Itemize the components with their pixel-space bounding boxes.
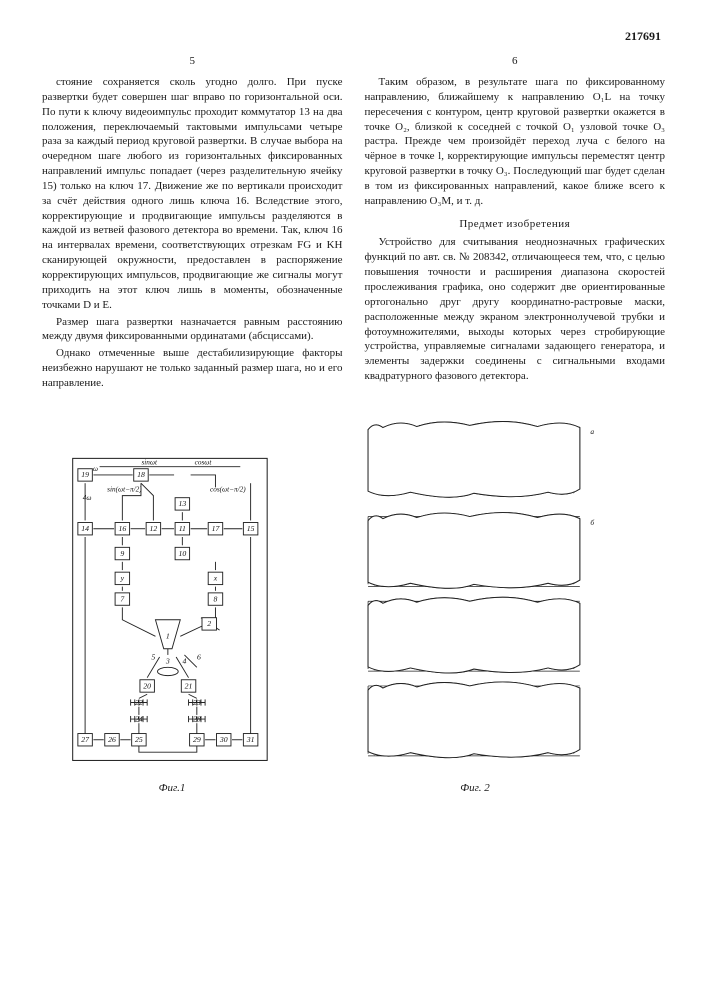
page: 217691 5 стояние сохраняется сколь угодн… — [0, 0, 707, 816]
svg-text:11: 11 — [179, 524, 186, 533]
svg-text:24: 24 — [135, 714, 143, 723]
patent-number: 217691 — [42, 28, 665, 44]
svg-text:30: 30 — [219, 735, 228, 744]
svg-text:12: 12 — [150, 524, 158, 533]
svg-text:10: 10 — [178, 549, 186, 558]
column-number-right: 6 — [365, 54, 666, 69]
svg-text:sinωt: sinωt — [141, 458, 158, 466]
svg-text:5: 5 — [151, 652, 155, 661]
svg-text:21: 21 — [185, 681, 193, 690]
text-columns: 5 стояние сохраняется сколь угодно долго… — [42, 54, 665, 393]
svg-text:4: 4 — [182, 656, 186, 665]
svg-text:9: 9 — [120, 549, 124, 558]
svg-text:20: 20 — [143, 681, 151, 690]
claim-heading: Предмет изобретения — [365, 217, 666, 232]
svg-text:16: 16 — [118, 524, 126, 533]
svg-text:ω: ω — [93, 465, 98, 473]
figure-1-caption: Фиг.1 — [42, 781, 302, 796]
svg-text:29: 29 — [193, 735, 201, 744]
svg-text:15: 15 — [247, 524, 255, 533]
svg-text:19: 19 — [81, 470, 89, 479]
svg-text:26: 26 — [108, 735, 116, 744]
svg-text:27: 27 — [81, 735, 90, 744]
svg-text:x: x — [213, 573, 218, 582]
svg-text:13: 13 — [178, 499, 186, 508]
svg-text:б: б — [590, 518, 594, 527]
para: Таким образом, в результате шага по фикс… — [365, 75, 666, 209]
para: стояние сохраняется сколь угодно долго. … — [42, 75, 343, 313]
para: Однако отмеченные выше дестабилизирующие… — [42, 346, 343, 391]
figure-2-svg: DHFGKEBACOаC₁O₁LбO₂O₃M — [320, 417, 630, 777]
svg-text:6: 6 — [197, 652, 201, 661]
figure-2-caption: Фиг. 2 — [320, 781, 630, 796]
column-right: 6 Таким образом, в результате шага по фи… — [365, 54, 666, 393]
figure-2: DHFGKEBACOаC₁O₁LбO₂O₃M Фиг. 2 — [320, 417, 630, 796]
svg-text:y: y — [120, 573, 125, 582]
claim-text: Устройство для считывания неоднозначных … — [365, 235, 666, 383]
svg-text:1: 1 — [166, 631, 170, 640]
para: Размер шага развертки назначается равным… — [42, 315, 343, 345]
svg-text:28: 28 — [193, 714, 201, 723]
figure-1: sinωtcosωtsin(ωt−π/2)cos(ωt−π/2)ω4ω12345… — [42, 417, 302, 796]
column-left: 5 стояние сохраняется сколь угодно долго… — [42, 54, 343, 393]
svg-text:sin(ωt−π/2): sin(ωt−π/2) — [107, 485, 142, 493]
svg-text:18: 18 — [137, 470, 145, 479]
svg-text:17: 17 — [212, 524, 221, 533]
svg-text:cosωt: cosωt — [195, 458, 213, 466]
figures-row: sinωtcosωtsin(ωt−π/2)cos(ωt−π/2)ω4ω12345… — [42, 417, 665, 796]
figure-1-svg: sinωtcosωtsin(ωt−π/2)cos(ωt−π/2)ω4ω12345… — [42, 417, 302, 777]
svg-text:2: 2 — [207, 619, 211, 628]
svg-text:3: 3 — [165, 656, 170, 665]
svg-text:4ω: 4ω — [83, 494, 92, 502]
svg-text:14: 14 — [81, 524, 89, 533]
svg-text:8: 8 — [214, 594, 218, 603]
svg-text:22: 22 — [135, 698, 143, 707]
svg-text:31: 31 — [246, 735, 255, 744]
column-number-left: 5 — [42, 54, 343, 69]
svg-text:25: 25 — [135, 735, 143, 744]
svg-text:23: 23 — [193, 698, 201, 707]
svg-text:а: а — [590, 427, 594, 436]
